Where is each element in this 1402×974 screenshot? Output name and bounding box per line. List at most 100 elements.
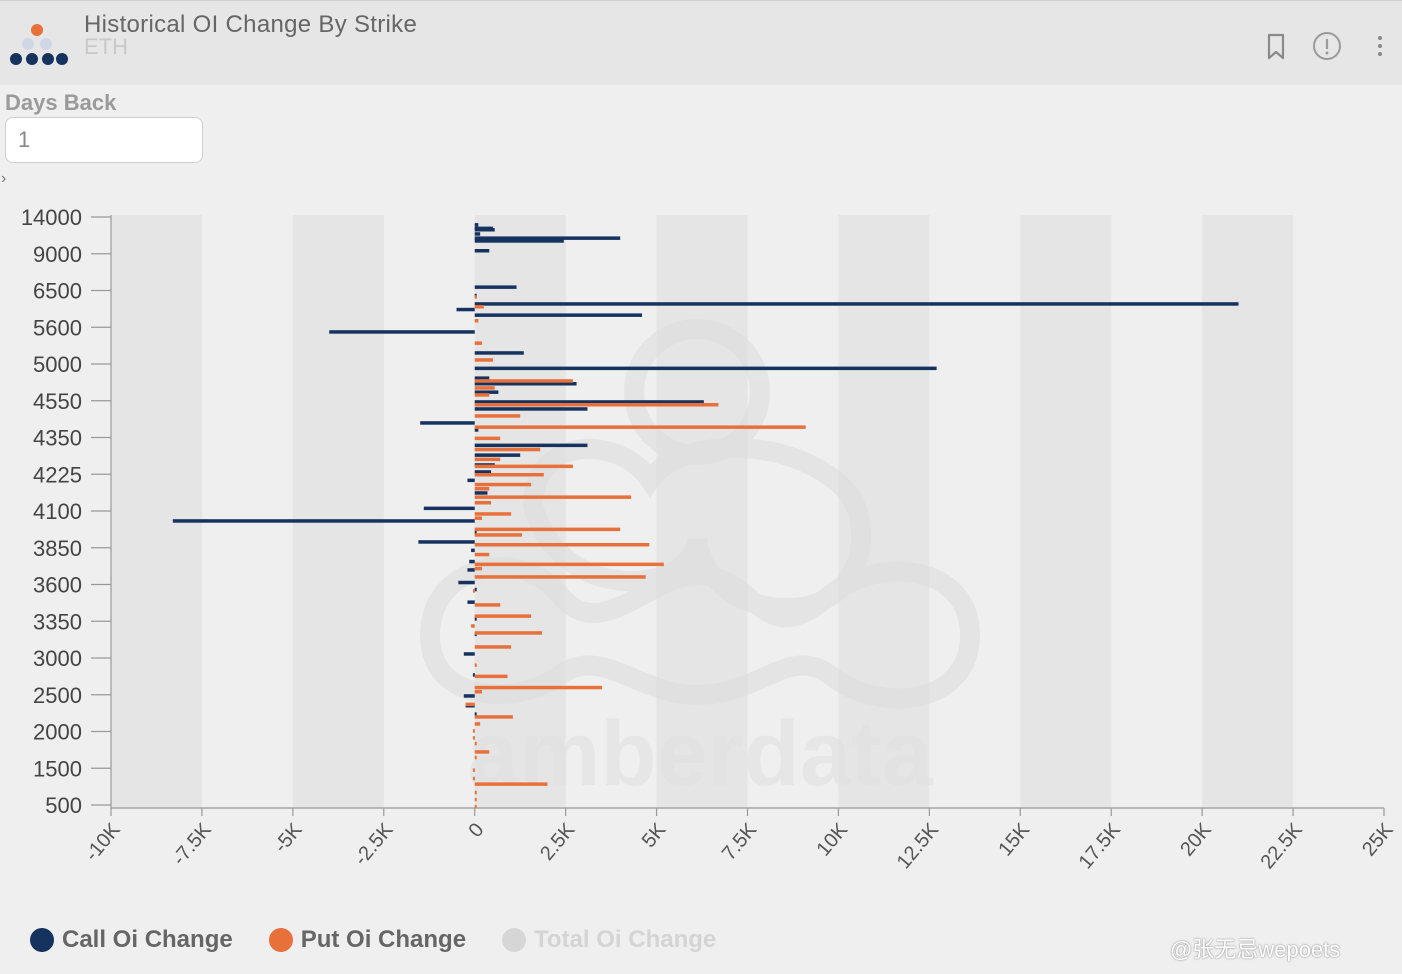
call-oi-bar bbox=[474, 428, 479, 432]
call-oi-bar bbox=[474, 491, 488, 495]
put-oi-bar bbox=[474, 295, 477, 299]
legend-label-total: Total Oi Change bbox=[534, 926, 717, 953]
put-oi-bar bbox=[474, 447, 541, 452]
bookmark-icon[interactable] bbox=[1261, 31, 1291, 61]
x-tick-label: 22.5K bbox=[1256, 819, 1307, 874]
watermark-credit: @张无忌wepoets bbox=[1170, 937, 1341, 962]
put-oi-bar bbox=[474, 516, 482, 520]
put-oi-bar bbox=[474, 797, 477, 802]
put-oi-bar bbox=[474, 403, 719, 407]
call-oi-bar bbox=[474, 617, 477, 621]
put-oi-bar bbox=[474, 393, 490, 397]
put-oi-bar bbox=[474, 685, 603, 690]
put-oi-bar bbox=[474, 741, 477, 746]
chart-legend: Call Oi Change Put Oi Change Total Oi Ch… bbox=[30, 922, 752, 958]
grid-band bbox=[656, 215, 748, 808]
put-oi-bar bbox=[474, 674, 508, 679]
watermark-text: amberdata bbox=[467, 703, 933, 805]
call-oi-bar bbox=[474, 390, 499, 394]
call-oi-bar bbox=[467, 478, 475, 483]
y-tick-label: 1500 bbox=[33, 756, 82, 781]
put-oi-bar bbox=[474, 464, 573, 469]
put-oi-bar bbox=[474, 782, 548, 786]
grid-band bbox=[1202, 215, 1294, 808]
call-oi-bar bbox=[474, 443, 588, 448]
call-oi-bar bbox=[329, 330, 475, 334]
call-oi-bar bbox=[467, 600, 475, 604]
call-oi-bar bbox=[172, 519, 475, 523]
call-legend-dot bbox=[30, 928, 54, 952]
put-oi-bar bbox=[474, 358, 493, 362]
call-oi-bar bbox=[474, 382, 577, 386]
call-oi-bar bbox=[463, 652, 475, 656]
put-oi-bar bbox=[474, 552, 490, 557]
call-oi-bar bbox=[474, 285, 517, 289]
put-oi-bar bbox=[474, 414, 521, 418]
put-oi-bar bbox=[474, 457, 501, 462]
call-oi-bar bbox=[474, 239, 564, 243]
put-oi-bar bbox=[474, 495, 632, 499]
call-oi-bar bbox=[472, 673, 475, 677]
x-tick-label: 10K bbox=[813, 819, 853, 861]
call-oi-bar bbox=[474, 400, 704, 404]
call-oi-bar bbox=[474, 470, 492, 474]
x-tick-label: 17.5K bbox=[1075, 819, 1126, 874]
y-tick-label: 2500 bbox=[33, 683, 82, 708]
put-oi-bar bbox=[474, 533, 522, 537]
call-oi-bar bbox=[474, 407, 588, 411]
chevron-right-icon[interactable]: › bbox=[1, 170, 7, 187]
legend-item-put[interactable]: Put Oi Change bbox=[268, 926, 467, 954]
total-legend-dot bbox=[502, 928, 527, 952]
grid-band bbox=[111, 215, 202, 808]
x-tick-label: 2.5K bbox=[536, 819, 580, 865]
panel-header: Historical OI Change By Strike ETH bbox=[0, 0, 1402, 85]
more-vert-icon[interactable] bbox=[1366, 31, 1396, 61]
info-icon[interactable] bbox=[1312, 31, 1342, 61]
y-tick-label: 14000 bbox=[21, 205, 82, 230]
x-tick-label: 25K bbox=[1358, 819, 1398, 861]
put-oi-bar bbox=[474, 755, 477, 760]
call-oi-bar bbox=[471, 548, 475, 553]
call-oi-bar bbox=[474, 351, 524, 355]
y-tick-label: 3850 bbox=[33, 536, 82, 561]
put-oi-bar bbox=[474, 722, 481, 726]
put-oi-bar bbox=[474, 715, 513, 719]
y-tick-label: 5000 bbox=[33, 352, 82, 377]
call-oi-bar bbox=[456, 307, 475, 312]
put-oi-bar bbox=[474, 482, 532, 487]
call-oi-bar bbox=[474, 587, 477, 592]
put-oi-bar bbox=[474, 804, 477, 809]
put-oi-bar bbox=[472, 589, 475, 593]
call-oi-bar bbox=[474, 530, 477, 534]
put-legend-dot bbox=[268, 928, 293, 952]
days-back-input[interactable] bbox=[5, 117, 203, 163]
legend-item-total[interactable]: Total Oi Change bbox=[502, 926, 716, 954]
x-tick-label: -10K bbox=[81, 819, 125, 866]
call-oi-bar bbox=[418, 540, 475, 544]
legend-label-put: Put Oi Change bbox=[300, 926, 467, 953]
y-tick-label: 4225 bbox=[33, 462, 82, 487]
oi-change-chart: amberdata -10K -7.5K -5K -2.5K 0 2.5K 5K 7.5K 10… bbox=[21, 205, 1398, 874]
put-oi-bar bbox=[474, 473, 544, 477]
y-tick-label: 6500 bbox=[33, 279, 82, 304]
put-oi-bar bbox=[474, 790, 477, 795]
put-oi-bar bbox=[472, 729, 475, 733]
panel-title: Historical OI Change By Strike bbox=[84, 11, 418, 38]
put-oi-bar bbox=[474, 750, 490, 754]
y-tick-label: 3600 bbox=[33, 573, 82, 598]
call-oi-bar bbox=[469, 559, 475, 564]
put-oi-bar bbox=[474, 575, 646, 579]
call-oi-bar bbox=[474, 313, 643, 317]
panel-subtitle: ETH bbox=[84, 34, 128, 59]
put-oi-bar bbox=[474, 603, 501, 607]
put-oi-bar bbox=[474, 543, 650, 547]
legend-item-call[interactable]: Call Oi Change bbox=[30, 926, 233, 954]
put-oi-bar bbox=[474, 690, 482, 694]
call-oi-bar bbox=[463, 694, 475, 698]
put-oi-bar bbox=[474, 379, 573, 383]
call-oi-bar bbox=[474, 376, 490, 380]
put-oi-bar bbox=[474, 645, 512, 649]
y-tick-label: 4550 bbox=[33, 389, 82, 414]
x-tick-label: 0 bbox=[465, 819, 489, 842]
x-tick-label: 15K bbox=[994, 819, 1034, 861]
